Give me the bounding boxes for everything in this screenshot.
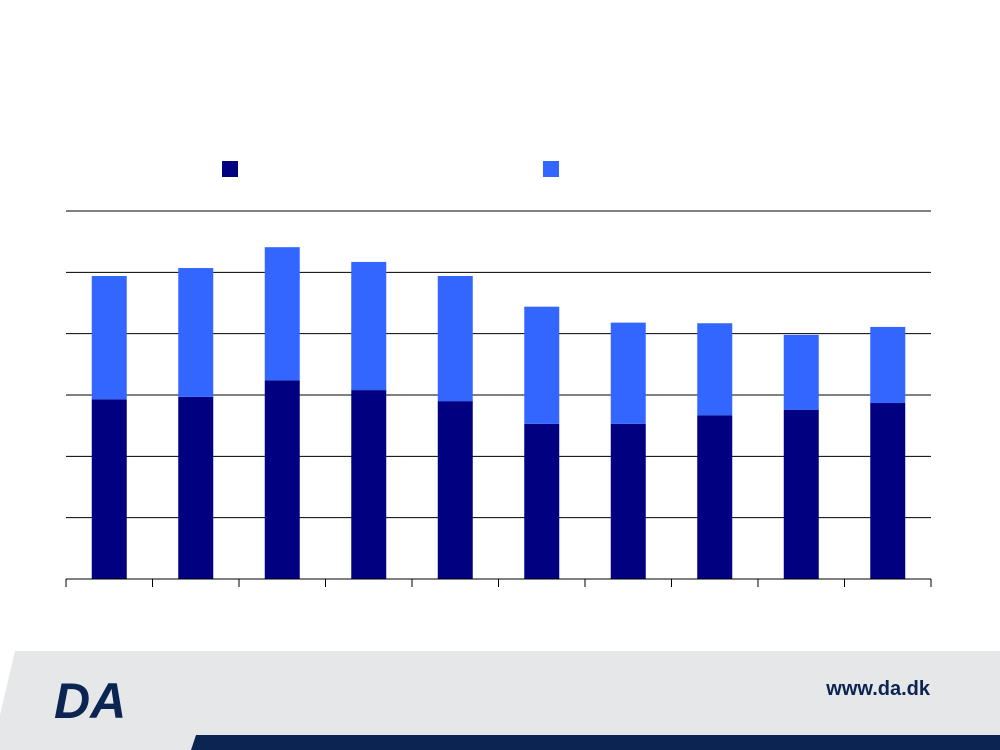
bar-segment [178, 268, 214, 397]
bar-segment [697, 415, 733, 579]
bar-segment [264, 247, 300, 381]
bar-segment [783, 409, 819, 579]
bar-segment [351, 390, 387, 579]
bar-segment [697, 323, 733, 416]
footer-strip [191, 735, 1000, 750]
bar-segment [91, 399, 127, 579]
bar-segment [437, 401, 473, 579]
logo: DA [54, 673, 126, 729]
legend-swatch [543, 161, 559, 177]
bar-segment [264, 380, 300, 579]
bar-segment [610, 423, 646, 579]
bar-segment [610, 322, 646, 424]
footer-url[interactable]: www.da.dk [825, 678, 931, 700]
bar-segment [783, 334, 819, 410]
bar-segment [870, 326, 906, 403]
bar-segment [524, 423, 560, 579]
footer-band [0, 651, 1000, 750]
bar-segment [524, 306, 560, 424]
bar-segment [91, 276, 127, 400]
bar-segment [870, 402, 906, 579]
bar-segment [351, 261, 387, 391]
legend-swatch [222, 161, 238, 177]
bar-segment [178, 396, 214, 579]
bar-segment [437, 276, 473, 402]
